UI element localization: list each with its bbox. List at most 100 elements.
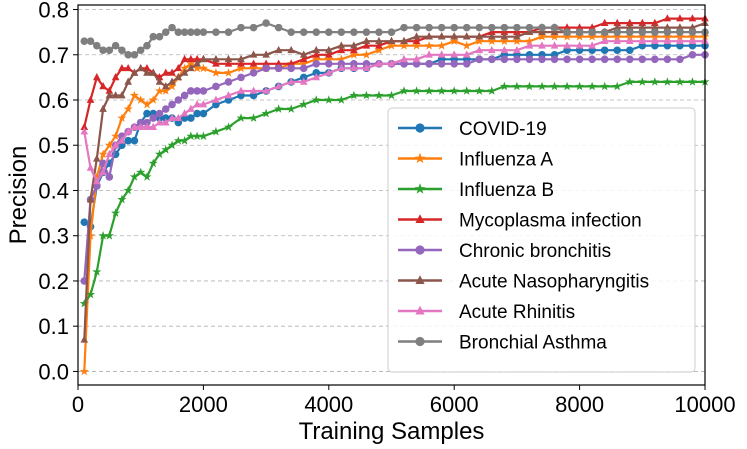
bronchial-asthma-point — [513, 23, 521, 32]
acute-rhinitis-point — [538, 41, 546, 49]
bronchial-asthma-point — [249, 23, 258, 32]
chronic-bronchitis-point — [588, 55, 596, 64]
y-tick-label: 0.3 — [38, 224, 69, 249]
acute-nasopharyngitis-point — [375, 36, 383, 45]
acute-rhinitis-point — [124, 127, 132, 135]
acute-rhinitis-point — [168, 113, 176, 121]
influenza-a-point — [537, 31, 547, 41]
acute-nasopharyngitis-point — [312, 45, 321, 54]
legend-item-mycoplasma-infection: Mycoplasma infection — [398, 211, 642, 232]
bronchial-asthma-point — [362, 28, 371, 36]
acute-rhinitis-point — [111, 140, 120, 149]
influenza-a-point — [349, 50, 359, 59]
chronic-bronchitis-point — [193, 87, 201, 95]
mycoplasma-infection-point — [638, 18, 647, 26]
acute-nasopharyngitis-point — [500, 32, 509, 40]
bronchial-asthma-point — [350, 28, 358, 36]
mycoplasma-infection-point — [93, 73, 101, 81]
chronic-bronchitis-point — [136, 118, 145, 127]
legend: COVID-19 Influenza A Influenza B Mycoplasma… — [387, 107, 696, 373]
chronic-bronchitis-point — [425, 60, 433, 68]
mycoplasma-infection-point — [325, 50, 333, 58]
acute-rhinitis-point — [475, 45, 484, 54]
mycoplasma-infection-point — [180, 54, 189, 63]
acute-nasopharyngitis-point — [136, 63, 145, 72]
mycoplasma-infection-point — [613, 18, 622, 26]
influenza-b-point — [637, 77, 647, 86]
bronchial-asthma-point — [274, 23, 283, 32]
influenza-a-point — [412, 41, 422, 50]
influenza-b-point — [449, 86, 459, 95]
bronchial-asthma-point — [575, 28, 584, 36]
influenza-b-point — [198, 131, 208, 140]
series-bronchial-asthma — [80, 19, 709, 59]
chronic-bronchitis-point — [625, 55, 634, 64]
bronchial-asthma-point — [387, 28, 396, 36]
influenza-b-point — [111, 208, 121, 217]
mycoplasma-infection-point — [676, 14, 684, 22]
bronchial-asthma-point — [563, 28, 571, 36]
bronchial-asthma-point — [450, 23, 459, 32]
chronic-bronchitis-point — [462, 60, 471, 68]
acute-nasopharyngitis-point — [688, 23, 697, 31]
influenza-a-point — [148, 95, 158, 104]
acute-rhinitis-point — [224, 91, 233, 99]
acute-nasopharyngitis-point — [638, 23, 647, 31]
influenza-a-point — [142, 99, 152, 109]
acute-nasopharyngitis-point — [124, 77, 132, 85]
acute-nasopharyngitis-point — [187, 63, 195, 72]
influenza-a-point — [186, 59, 196, 68]
bronchial-asthma-point — [500, 23, 509, 32]
acute-rhinitis-point — [274, 82, 283, 90]
influenza-b-point — [575, 81, 585, 91]
bronchial-asthma-point — [425, 23, 433, 32]
y-axis-label: Precision — [5, 146, 32, 245]
mycoplasma-infection-point — [312, 50, 321, 58]
bronchial-asthma-point — [588, 28, 596, 36]
covid-19-point — [193, 109, 201, 118]
chronic-bronchitis-point — [600, 55, 609, 64]
influenza-a-point — [192, 63, 202, 73]
influenza-a-point — [462, 41, 472, 50]
influenza-a-point — [311, 54, 321, 64]
acute-rhinitis-point — [387, 59, 396, 67]
acute-rhinitis-point — [136, 122, 145, 130]
influenza-a-point — [86, 231, 96, 240]
y-tick-label: 0.0 — [38, 359, 69, 384]
mycoplasma-infection-point — [111, 73, 120, 81]
mycoplasma-infection-point — [237, 59, 245, 67]
acute-nasopharyngitis-point — [105, 91, 114, 99]
chronic-bronchitis-point — [287, 64, 295, 73]
acute-nasopharyngitis-point — [224, 54, 233, 63]
mycoplasma-infection-point — [274, 59, 283, 67]
legend-marker — [415, 123, 425, 133]
bronchial-asthma-point — [161, 28, 170, 36]
bronchial-asthma-point — [462, 23, 471, 32]
acute-rhinitis-point — [180, 109, 189, 117]
acute-nasopharyngitis-point — [462, 32, 471, 40]
influenza-a-point — [474, 36, 484, 45]
acute-rhinitis-point — [249, 86, 258, 94]
legend-label: Bronchial Asthma — [459, 333, 607, 354]
bronchial-asthma-point — [676, 28, 684, 36]
influenza-b-point — [167, 140, 177, 150]
acute-rhinitis-point — [212, 95, 220, 103]
bronchial-asthma-point — [124, 50, 132, 59]
bronchial-asthma-point — [93, 41, 101, 50]
mycoplasma-infection-point — [249, 59, 258, 67]
acute-rhinitis-point — [118, 136, 126, 144]
influenza-a-point — [123, 104, 133, 113]
mycoplasma-infection-point — [362, 41, 371, 49]
acute-rhinitis-point — [437, 50, 446, 58]
influenza-b-point — [625, 77, 635, 86]
bronchial-asthma-point — [325, 28, 333, 36]
influenza-b-point — [148, 158, 158, 168]
acute-rhinitis-point — [174, 113, 183, 121]
chronic-bronchitis-point — [525, 55, 534, 64]
acute-rhinitis-point — [525, 41, 534, 49]
bronchial-asthma-point — [224, 28, 233, 36]
chronic-bronchitis-point — [563, 55, 571, 64]
acute-nasopharyngitis-point — [325, 45, 333, 54]
influenza-b-point — [687, 77, 697, 86]
acute-rhinitis-point — [337, 63, 346, 72]
